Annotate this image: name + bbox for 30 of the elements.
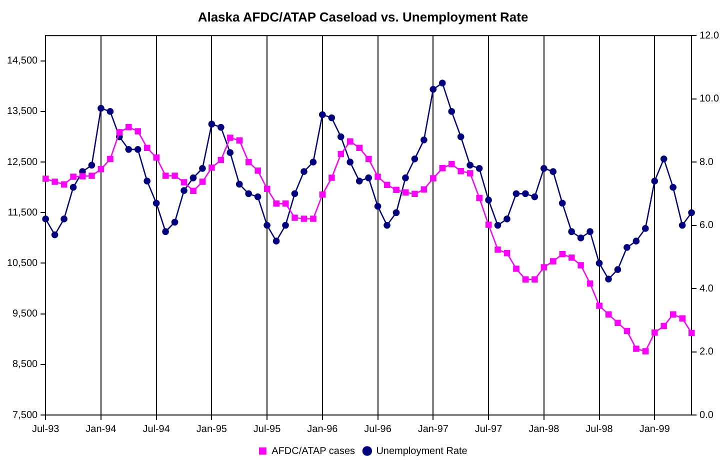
x-tick-label: Jan-99 (639, 424, 670, 435)
x-tick-label: Jul-98 (586, 424, 614, 435)
x-tick-label: Jan-95 (196, 424, 228, 435)
y-tick-label: 13,500 (6, 106, 38, 118)
x-tick-label: Jul-97 (474, 424, 503, 435)
legend-label: AFDC/ATAP cases (272, 446, 356, 457)
x-tick-label: Jan-98 (528, 424, 560, 435)
y2-tick-label: 12.0 (700, 30, 720, 42)
chart-title: Alaska AFDC/ATAP Caseload vs. Unemployment Rate (198, 9, 528, 24)
x-tick-label: Jan-94 (86, 424, 117, 435)
x-tick-label: Jan-96 (307, 424, 338, 435)
y-tick-label: 14,500 (6, 56, 38, 67)
y2-tick-label: 8.0 (700, 156, 714, 168)
x-tick-label: Jul-94 (142, 424, 170, 435)
x-tick-label: Jul-96 (364, 424, 392, 435)
y-tick-label: 12,500 (6, 156, 38, 168)
y2-tick-label: 4.0 (700, 283, 714, 294)
y-tick-label: 11,500 (8, 207, 38, 218)
y-tick-label: 9,500 (12, 308, 38, 320)
y2-tick-label: 0.0 (700, 410, 714, 421)
x-tick-label: Jul-95 (253, 424, 282, 435)
y2-tick-label: 10.0 (700, 94, 720, 105)
y2-tick-label: 6.0 (700, 220, 714, 232)
y2-tick-label: 2.0 (700, 346, 714, 358)
y-tick-label: 10,500 (6, 258, 38, 269)
y-tick-label: 8,500 (12, 359, 38, 370)
legend-label: Unemployment Rate (376, 446, 468, 457)
x-tick-label: Jan-97 (418, 424, 449, 435)
y-tick-label: 7,500 (12, 410, 38, 421)
x-tick-label: Jul-93 (32, 424, 60, 435)
